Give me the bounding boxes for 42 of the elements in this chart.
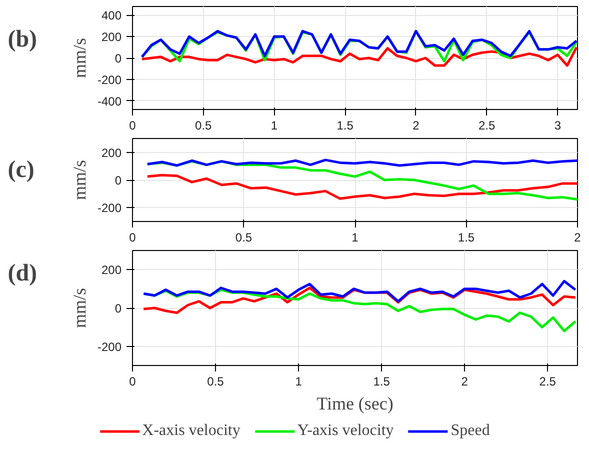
y-axis-title: mm/s <box>69 38 90 78</box>
x-tick-label: 0.5 <box>207 374 224 388</box>
text: (c) <box>8 157 34 184</box>
line-series <box>142 280 577 303</box>
x-tick-label: 1.5 <box>336 118 354 132</box>
line-series <box>146 174 578 200</box>
x-tick-label: 0 <box>129 374 136 388</box>
y-tick-label: -200 <box>97 72 122 87</box>
y-tick-label: -400 <box>97 94 122 108</box>
text: (b) <box>8 26 38 52</box>
x-tick-label: 0 <box>129 230 136 244</box>
x-axis-title: Time (sec) <box>316 394 394 414</box>
x-tick-label: 1 <box>352 230 359 244</box>
y-tick-label: -200 <box>97 340 122 354</box>
x-tick-label: 1 <box>295 374 302 388</box>
x-tick-label: 2.5 <box>478 118 496 132</box>
y-tick-label: -200 <box>97 201 122 216</box>
y-tick-label: 0 <box>114 174 122 188</box>
x-tick-label: 1.5 <box>458 230 475 244</box>
x-tick-label: 0 <box>129 118 136 132</box>
y-axis-title: mm/s <box>69 160 90 200</box>
x-tick-label: 0.5 <box>235 230 252 244</box>
legend-label: Speed <box>450 422 490 440</box>
x-tick-label: 1 <box>270 118 278 132</box>
y-axis-title: mm/s <box>69 288 90 328</box>
y-tick-label: 200 <box>101 30 122 44</box>
legend-label: Y-axis velocity <box>297 422 394 440</box>
chart-title: (d) <box>8 260 38 286</box>
y-tick-label: 0 <box>114 302 122 316</box>
line-series <box>140 46 578 67</box>
x-tick-label: 2 <box>574 230 582 244</box>
y-tick-label: 400 <box>101 8 122 23</box>
x-tick-label: 2 <box>461 374 468 388</box>
y-tick-label: 200 <box>101 146 122 160</box>
x-tick-label: 2.5 <box>539 374 556 388</box>
y-tick-label: 200 <box>101 263 122 278</box>
x-tick-label: 0.5 <box>195 118 212 132</box>
legend-label: X-axis velocity <box>142 422 240 440</box>
x-tick-label: 3 <box>554 118 562 132</box>
y-tick-label: 0 <box>114 52 122 66</box>
x-tick-label: 1.5 <box>373 374 390 388</box>
x-tick-label: 2 <box>412 118 420 132</box>
